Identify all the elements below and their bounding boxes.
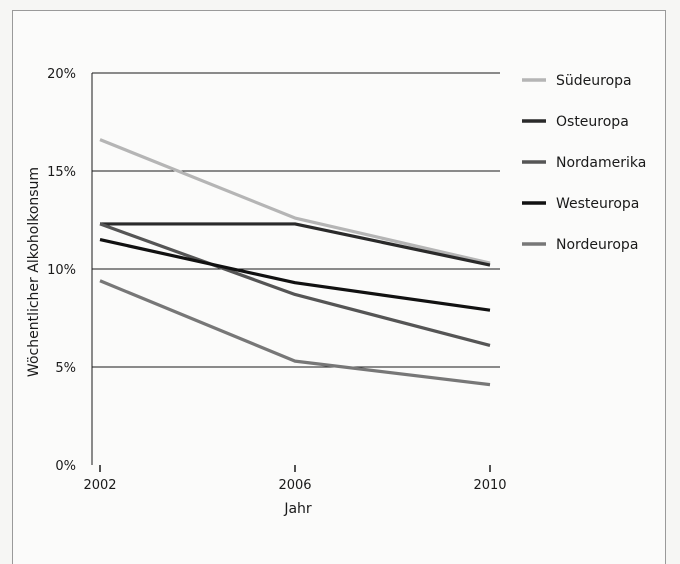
grid-lines: [92, 72, 500, 368]
x-tick-labels: 2002 2006 2010: [83, 465, 507, 493]
y-tick-label: 15%: [47, 165, 76, 180]
legend-label: Osteuropa: [556, 114, 629, 130]
series-line: [99, 279, 491, 387]
series-line: [100, 222, 491, 267]
chart-frame: [12, 10, 666, 564]
x-axis-title: Jahr: [283, 501, 312, 517]
legend-label: Nordamerika: [556, 155, 646, 171]
legend: Südeuropa Osteuropa Nordamerika Westeuropa N…: [522, 73, 646, 253]
series-line: [99, 222, 491, 347]
legend-label: Südeuropa: [556, 73, 632, 89]
x-tick-label: 2006: [278, 478, 311, 493]
y-tick-label: 5%: [55, 361, 76, 376]
y-tick-labels: 0% 5% 10% 15% 20%: [47, 67, 76, 474]
series-lines: [99, 138, 491, 387]
y-tick-label: 10%: [47, 263, 76, 278]
y-tick-label: 20%: [47, 67, 76, 82]
legend-label: Westeuropa: [556, 196, 639, 212]
x-tick-label: 2002: [83, 478, 116, 493]
series-line: [99, 138, 491, 265]
y-tick-label: 0%: [55, 459, 76, 474]
y-axis-title: Wöchentlicher Alkoholkonsum: [26, 167, 42, 377]
series-line: [99, 238, 491, 312]
legend-label: Nordeuropa: [556, 237, 638, 253]
x-tick-label: 2010: [473, 478, 506, 493]
